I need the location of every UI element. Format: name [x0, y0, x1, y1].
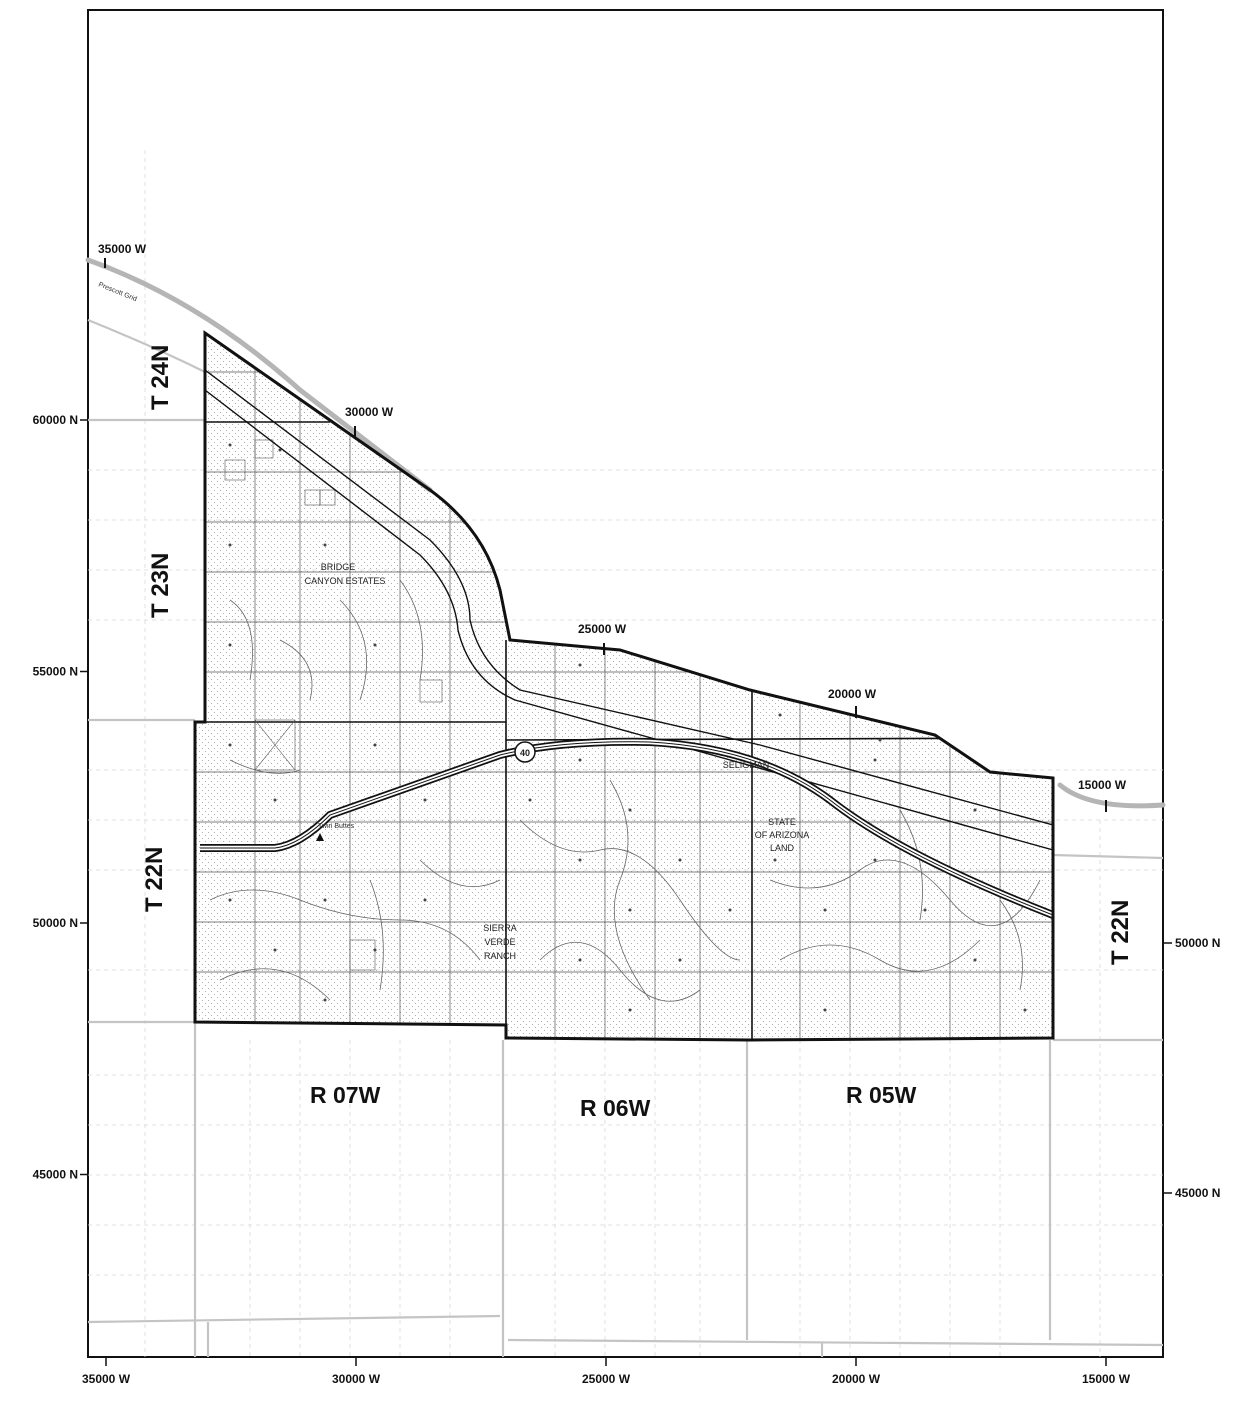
x-axis-tick-label: 15000 W	[1082, 1372, 1131, 1386]
y-axis-left-tick-label: 50000 N	[33, 916, 78, 930]
township-t22n-left: T 22N	[141, 847, 168, 912]
place-seligman: SELIGMAN	[723, 760, 770, 770]
prescott-grid-boundary	[85, 257, 433, 493]
grid-label-35000: 35000 W	[98, 242, 147, 256]
range-r05w: R 05W	[846, 1082, 917, 1108]
range-r07w: R 07W	[310, 1082, 381, 1108]
x-axis: 35000 W 30000 W 25000 W 20000 W 15000 W	[82, 1357, 1131, 1386]
study-area-boundary	[193, 330, 1055, 1042]
x-axis-tick-label: 35000 W	[82, 1372, 131, 1386]
y-axis-left-tick-label: 55000 N	[33, 665, 78, 679]
interstate-40-shield-icon	[514, 741, 536, 763]
grid-label-15000: 15000 W	[1078, 778, 1127, 792]
y-axis-left-tick-label: 45000 N	[33, 1168, 78, 1182]
y-axis-right-tick-label: 50000 N	[1175, 936, 1220, 950]
grid-label-30000: 30000 W	[345, 405, 394, 419]
interstate-40-label: 40	[520, 748, 530, 758]
grid-label-20000: 20000 W	[828, 687, 877, 701]
y-axis-left-tick-label: 60000 N	[33, 413, 78, 427]
peak-marker-icon	[316, 833, 324, 841]
township-range-lines	[87, 318, 1164, 1357]
grid-label-25000: 25000 W	[578, 622, 627, 636]
twin-buttes-label: Twin Buttes	[318, 823, 355, 830]
place-bridge-canyon-line2: CANYON ESTATES	[305, 576, 386, 586]
township-t24n: T 24N	[147, 345, 174, 410]
y-axis-right: 50000 N 45000 N	[1163, 936, 1220, 1200]
x-axis-tick-label: 30000 W	[332, 1372, 381, 1386]
township-t23n: T 23N	[147, 553, 174, 618]
x-axis-tick-label: 25000 W	[582, 1372, 631, 1386]
place-state-land-line2: OF ARIZONA	[755, 830, 810, 840]
prescott-grid-boundary-east	[1057, 782, 1166, 809]
township-t22n-right: T 22N	[1107, 900, 1134, 965]
place-sierra-verde-line3: RANCH	[484, 951, 516, 961]
range-r06w: R 06W	[580, 1095, 651, 1121]
place-bridge-canyon-line1: BRIDGE	[321, 562, 356, 572]
place-state-land-line3: LAND	[770, 843, 795, 853]
place-sierra-verde-line1: SIERRA	[483, 923, 517, 933]
place-sierra-verde-line2: VERDE	[484, 937, 515, 947]
place-state-land-line1: STATE	[768, 817, 796, 827]
y-axis-right-tick-label: 45000 N	[1175, 1186, 1220, 1200]
x-axis-tick-label: 20000 W	[832, 1372, 881, 1386]
y-axis-left: 60000 N 55000 N 50000 N 45000 N	[33, 413, 88, 1182]
